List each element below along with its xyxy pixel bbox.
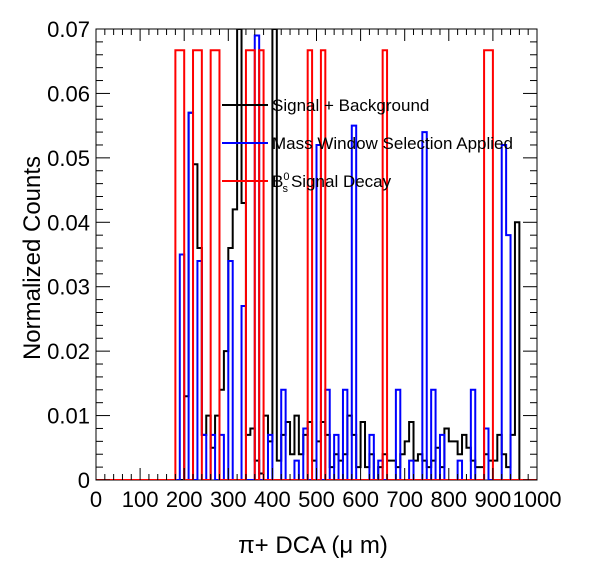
legend-label-2: Mass Window Selection Applied: [272, 134, 513, 153]
series-layer: [96, 29, 537, 480]
x-tick-label: 600: [342, 487, 379, 512]
y-tick-label: 0.02: [47, 339, 90, 364]
y-tick-label: 0.07: [47, 17, 90, 42]
x-tick-label: 300: [210, 487, 247, 512]
series-line-2: [96, 34, 537, 480]
y-tick-label: 0.04: [47, 210, 90, 235]
legend-label-1: Signal + Background: [272, 96, 429, 115]
y-tick-label: 0.05: [47, 146, 90, 171]
x-tick-label: 100: [122, 487, 159, 512]
y-tick-label: 0.03: [47, 275, 90, 300]
y-tick-label: 0.01: [47, 404, 90, 429]
x-tick-label: 700: [386, 487, 423, 512]
legend-label-3: B0 s Signal Decay: [272, 171, 392, 195]
y-axis-title: Normalized Counts: [19, 156, 46, 360]
series-line-3: [96, 49, 537, 480]
x-tick-label: 1000: [513, 487, 562, 512]
x-tick-label: 900: [475, 487, 512, 512]
x-tick-label: 500: [298, 487, 335, 512]
y-tick-label: 0: [78, 468, 90, 493]
x-tick-label: 800: [430, 487, 467, 512]
x-tick-label: 400: [254, 487, 291, 512]
y-tick-label: 0.06: [47, 81, 90, 106]
legend: Signal + Background Mass Window Selection…: [222, 96, 513, 195]
x-axis-title: π+ DCA (μ m): [238, 532, 388, 559]
x-tick-label: 0: [90, 487, 102, 512]
x-tick-label: 200: [166, 487, 203, 512]
axis-layer: 0 100 200 300 400 500 600 700 800 900 1000 0 0.01 0.0…: [47, 17, 561, 512]
